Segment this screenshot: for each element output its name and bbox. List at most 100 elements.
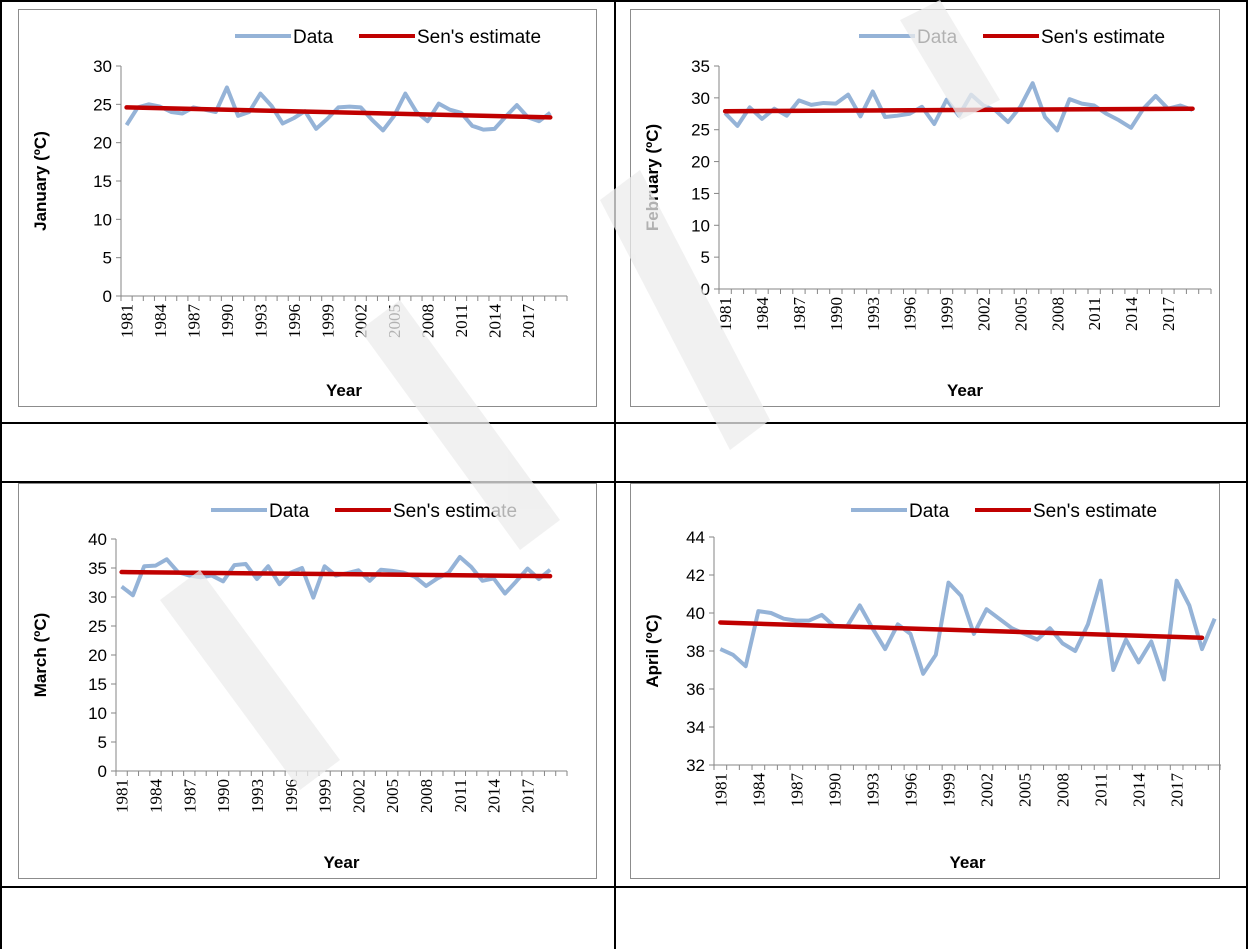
january-legend-sen-label: Sen's estimate	[417, 27, 541, 48]
january-xtick-label-2005: 2005	[385, 304, 404, 338]
january-ytick-label-0: 0	[103, 287, 112, 306]
march-xtick-label-2002: 2002	[349, 779, 368, 813]
february-ytick-label-30: 30	[691, 89, 710, 108]
january-xtick-label-1987: 1987	[184, 304, 203, 339]
march-ytick-label-25: 25	[88, 617, 107, 636]
march-xtick-label-1999: 1999	[316, 779, 335, 813]
april-xtick-label-2014: 2014	[1130, 773, 1149, 808]
february-xtick-label-2008: 2008	[1048, 297, 1067, 331]
february-ytick-label-15: 15	[691, 184, 710, 203]
april-xtick-label-1984: 1984	[749, 773, 768, 808]
february-xtick-label-2017: 2017	[1159, 297, 1178, 332]
february-ytick-label-25: 25	[691, 121, 710, 140]
april-legend-data-label: Data	[909, 501, 950, 522]
march-ytick-label-30: 30	[88, 588, 107, 607]
february-ytick-label-35: 35	[691, 57, 710, 76]
january-xtick-label-2014: 2014	[486, 304, 505, 339]
february-sen-line	[722, 106, 1195, 114]
april-sen-line	[718, 620, 1205, 640]
march-xtick-label-1993: 1993	[248, 779, 267, 813]
chart-april: 32 34 36 38 40 42 44 1981 1984 1987 1990 1993 1996 19…	[630, 483, 1221, 879]
february-xtick-label-1984: 1984	[753, 297, 772, 332]
table-line-middle	[614, 0, 616, 949]
april-ytick-label-38: 38	[686, 642, 705, 661]
february-xtick-label-1999: 1999	[938, 297, 957, 331]
january-xtick-label-2008: 2008	[419, 304, 438, 338]
april-xtick-label-2005: 2005	[1016, 773, 1035, 807]
chart-march: 0 5 10 15 20 25 30 35 40 1981 1984 1987 1990 1993 1996…	[18, 483, 597, 879]
march-xlabel: Year	[324, 853, 360, 872]
april-legend-sen-label: Sen's estimate	[1033, 501, 1157, 522]
february-xtick-label-2005: 2005	[1011, 297, 1030, 331]
april-xtick-label-1999: 1999	[939, 773, 958, 807]
february-data-line	[723, 81, 1194, 133]
april-ytick-label-32: 32	[686, 756, 705, 775]
march-ytick-label-35: 35	[88, 559, 107, 578]
table-line-right	[1246, 0, 1248, 949]
march-xtick-label-2005: 2005	[383, 779, 402, 813]
march-xtick-label-1996: 1996	[282, 779, 301, 813]
january-ytick-label-25: 25	[93, 95, 112, 114]
march-xtick-label-1987: 1987	[180, 779, 199, 814]
chart-january: 0 5 10 15 20 25 30 1981 1984 1987 1990 1993 1996 1999…	[18, 9, 597, 407]
january-ytick-label-10: 10	[93, 210, 112, 229]
february-legend-sen-label: Sen's estimate	[1041, 27, 1165, 48]
march-xtick-label-1990: 1990	[214, 779, 233, 813]
february-xtick-label-2014: 2014	[1122, 297, 1141, 332]
january-xtick-label-1996: 1996	[285, 304, 304, 338]
february-xtick-label-2002: 2002	[974, 297, 993, 331]
february-xlabel: Year	[947, 381, 983, 400]
january-xtick-label-1999: 1999	[318, 304, 337, 338]
march-xtick-label-1981: 1981	[113, 779, 132, 813]
march-xtick-label-2014: 2014	[485, 779, 504, 814]
february-ytick-label-0: 0	[701, 280, 710, 299]
chart-april-svg: 32 34 36 38 40 42 44 1981 1984 1987 1990 1993 1996 19…	[643, 501, 1221, 872]
february-xtick-label-1993: 1993	[864, 297, 883, 331]
january-xtick-label-1993: 1993	[251, 304, 270, 338]
march-xtick-label-2017: 2017	[519, 779, 538, 814]
january-xtick-label-1990: 1990	[218, 304, 237, 338]
february-ylabel: February (ºC)	[643, 124, 662, 231]
chart-february-svg: 0 5 10 15 20 25 30 35 1981 1984 1987 1990 1993 1996 19…	[643, 27, 1212, 400]
february-legend-data-label: Data	[917, 27, 958, 48]
april-ytick-label-34: 34	[686, 718, 705, 737]
april-xtick-label-2002: 2002	[978, 773, 997, 807]
february-xtick-label-2011: 2011	[1085, 297, 1104, 330]
february-xtick-label-1996: 1996	[901, 297, 920, 331]
january-xtick-label-1984: 1984	[151, 304, 170, 339]
april-xtick-label-1987: 1987	[787, 773, 806, 808]
march-ytick-label-0: 0	[98, 762, 107, 781]
april-ytick-label-44: 44	[686, 528, 705, 547]
table-line-row2	[0, 481, 1248, 483]
february-ytick-label-5: 5	[701, 248, 710, 267]
march-xtick-label-2008: 2008	[417, 779, 436, 813]
february-xtick-label-1990: 1990	[827, 297, 846, 331]
march-ytick-label-5: 5	[98, 733, 107, 752]
march-xtick-label-1984: 1984	[146, 779, 165, 814]
april-ytick-label-42: 42	[686, 566, 705, 585]
april-xtick-label-2008: 2008	[1054, 773, 1073, 807]
march-legend-data-label: Data	[269, 501, 310, 522]
january-xtick-label-1981: 1981	[118, 304, 137, 338]
march-ytick-label-15: 15	[88, 675, 107, 694]
february-xtick-label-1981: 1981	[716, 297, 735, 331]
april-data-line	[719, 578, 1217, 682]
table-line-row3	[0, 886, 1248, 888]
april-ylabel: April (ºC)	[643, 614, 662, 687]
january-xtick-label-2002: 2002	[352, 304, 371, 338]
march-ytick-label-20: 20	[88, 646, 107, 665]
table-line-left	[0, 0, 2, 949]
chart-march-svg: 0 5 10 15 20 25 30 35 40 1981 1984 1987 1990 1993 1996…	[31, 501, 568, 872]
march-xtick-label-2011: 2011	[451, 779, 470, 812]
table-line-top	[0, 0, 1248, 2]
table-line-row1	[0, 422, 1248, 424]
april-xtick-label-2011: 2011	[1092, 773, 1111, 806]
january-ytick-label-15: 15	[93, 172, 112, 191]
april-xtick-label-1990: 1990	[825, 773, 844, 807]
april-xlabel: Year	[950, 853, 986, 872]
february-ytick-label-20: 20	[691, 153, 710, 172]
april-xtick-label-1993: 1993	[863, 773, 882, 807]
chart-february: 0 5 10 15 20 25 30 35 1981 1984 1987 1990 1993 1996 19…	[630, 9, 1220, 407]
february-ytick-label-10: 10	[691, 216, 710, 235]
april-ytick-label-36: 36	[686, 680, 705, 699]
